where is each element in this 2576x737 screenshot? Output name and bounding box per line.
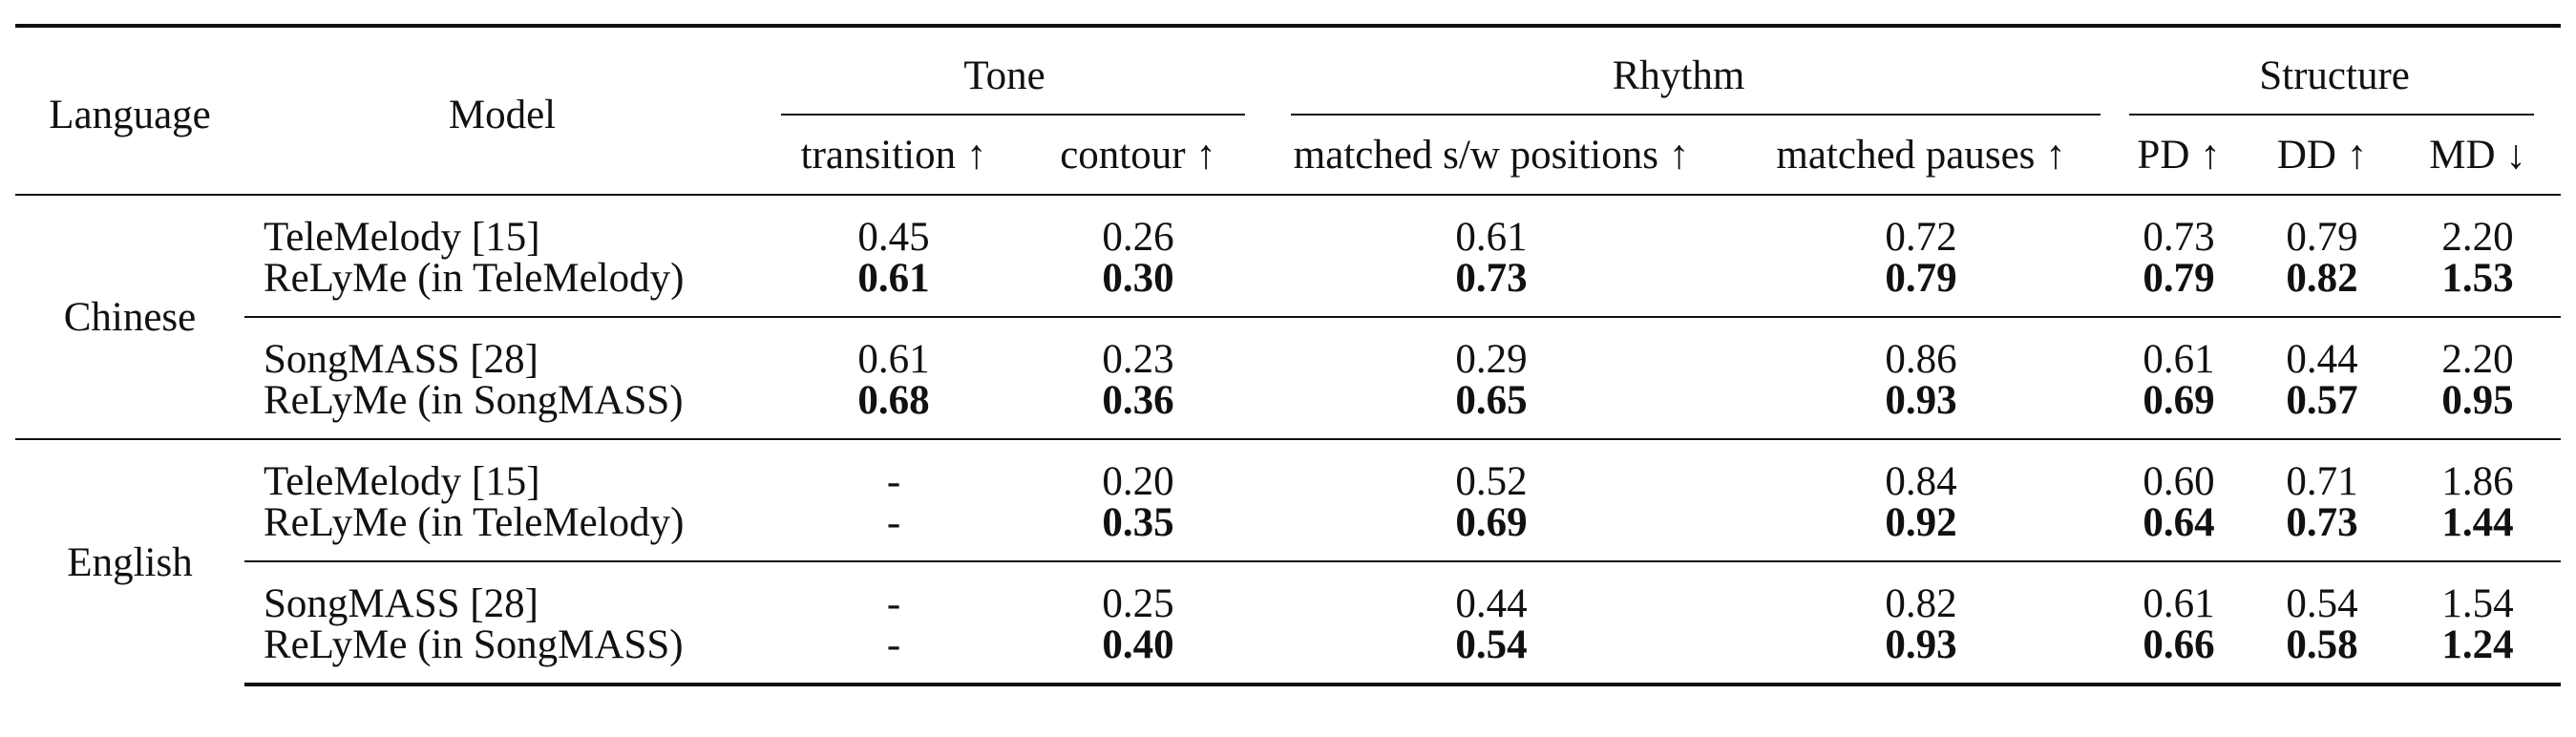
value-cell: 0.71: [2249, 438, 2396, 502]
rhythm-group-label: Rhythm: [1612, 53, 1745, 98]
rhythm-group-rule: [1291, 114, 2101, 116]
model-header: Model: [448, 92, 557, 137]
value-cell: 0.72: [1885, 215, 1957, 260]
value-cell: 0.54: [2249, 560, 2396, 624]
table-row: English TeleMelody [15] - 0.20 0.52 0.84…: [15, 438, 2562, 684]
value-cell: 0.23: [1027, 316, 1250, 380]
value-cell: 0.29: [1249, 316, 1735, 380]
header-row-columns: transition ↑ contour ↑ matched s/w posit…: [15, 116, 2562, 195]
value-cell: 0.54: [1249, 624, 1735, 686]
value-cell: 0.82: [2286, 256, 2358, 301]
value-cell: 1.86: [2395, 438, 2562, 502]
rhythm-group-header: Rhythm: [1249, 26, 2108, 116]
value-cell: 0.58: [2249, 624, 2396, 686]
value-cell: 0.44: [1249, 560, 1735, 624]
value-cell: 0.45: [857, 215, 930, 260]
structure-group-label: Structure: [2259, 53, 2410, 98]
results-table: Language Model Tone Rhythm Structure tra…: [15, 24, 2562, 686]
model-cell: ReLyMe (in TeleMelody): [264, 256, 685, 301]
value-cell: 0.79: [2286, 215, 2358, 260]
col-header-pd: PD ↑: [2137, 132, 2221, 178]
model-cell: ReLyMe (in SongMASS): [264, 378, 684, 423]
value-cell: 0.69: [1455, 500, 1528, 545]
value-cell: 0.44: [2249, 316, 2396, 380]
value-cell: 1.44: [2441, 500, 2514, 545]
col-header-contour: contour ↑: [1060, 132, 1216, 178]
value-cell: 0.61: [2108, 560, 2250, 624]
col-header-matched-pauses: matched pauses ↑: [1776, 132, 2066, 178]
header-row-groups: Language Model Tone Rhythm Structure: [15, 26, 2562, 136]
model-cell: ReLyMe (in SongMASS): [244, 624, 760, 686]
language-cell-chinese: Chinese: [63, 294, 197, 340]
value-cell: 0.86: [1734, 316, 2109, 380]
value-cell: 0.36: [1102, 378, 1174, 423]
tone-group-rule: [781, 114, 1246, 116]
value-cell: 1.24: [2395, 624, 2562, 686]
value-cell: 0.64: [2143, 500, 2215, 545]
model-cell: TeleMelody [15]: [244, 438, 760, 502]
col-header-matched-sw-positions: matched s/w positions ↑: [1293, 132, 1690, 178]
value-cell: 1.54: [2395, 560, 2562, 624]
value-cell: 0.60: [2108, 438, 2250, 502]
col-header-dd: DD ↑: [2276, 132, 2368, 178]
table-row: SongMASS [28] 0.61 0.23 0.29 0.86 0.61 0…: [15, 316, 2562, 380]
value-cell: 0.95: [2441, 378, 2514, 423]
value-cell: 1.53: [2441, 256, 2514, 301]
value-cell: 0.40: [1027, 624, 1250, 686]
value-cell: 0.93: [1734, 624, 2109, 686]
value-cell: 0.68: [857, 378, 930, 423]
results-table-container: Language Model Tone Rhythm Structure tra…: [15, 24, 2562, 686]
col-header-md: MD ↓: [2429, 132, 2526, 178]
value-cell: 0.57: [2286, 378, 2358, 423]
table-row: ReLyMe (in SongMASS) 0.68 0.36 0.65 0.93…: [15, 380, 2561, 439]
model-cell: SongMASS [28]: [244, 316, 760, 380]
value-cell: 0.20: [1027, 438, 1250, 502]
value-cell: 0.73: [2143, 215, 2215, 260]
table-row: SongMASS [28] - 0.25 0.44 0.82 0.61 0.54…: [15, 560, 2562, 624]
value-cell: 0.66: [2108, 624, 2250, 686]
value-cell: 0.61: [760, 316, 1027, 380]
value-cell: 0.82: [1734, 560, 2109, 624]
value-cell: 0.69: [2143, 378, 2215, 423]
value-cell: -: [760, 624, 1027, 686]
value-cell: 2.20: [2395, 316, 2562, 380]
col-header-transition: transition ↑: [800, 132, 987, 178]
model-cell: TeleMelody [15]: [264, 215, 540, 260]
value-cell: 0.65: [1455, 378, 1528, 423]
value-cell: 0.61: [857, 256, 930, 301]
value-cell: -: [760, 438, 1027, 502]
value-cell: 0.79: [2143, 256, 2215, 301]
model-cell: ReLyMe (in TeleMelody): [264, 500, 685, 545]
value-cell: 0.73: [1455, 256, 1528, 301]
language-header: Language: [49, 92, 211, 137]
table-row: Chinese TeleMelody [15] 0.45 0.26 0.61 0…: [15, 195, 2561, 338]
value-cell: 0.79: [1885, 256, 1957, 301]
value-cell: 0.52: [1249, 438, 1735, 502]
value-cell: 0.61: [2108, 316, 2250, 380]
value-cell: 0.35: [1102, 500, 1174, 545]
value-cell: 0.30: [1102, 256, 1174, 301]
value-cell: 0.92: [1885, 500, 1957, 545]
value-cell: 0.73: [2286, 500, 2358, 545]
structure-group-rule: [2129, 114, 2535, 116]
value-cell: 0.61: [1455, 215, 1528, 260]
value-cell: 0.93: [1885, 378, 1957, 423]
model-cell: SongMASS [28]: [244, 560, 760, 624]
tone-group-header: Tone: [760, 26, 1249, 116]
value-cell: 0.84: [1734, 438, 2109, 502]
value-cell: -: [760, 560, 1027, 624]
table-row: ReLyMe (in SongMASS) - 0.40 0.54 0.93 0.…: [15, 624, 2562, 686]
structure-group-header: Structure: [2108, 26, 2561, 116]
language-cell-english: English: [15, 438, 244, 684]
tone-group-label: Tone: [963, 53, 1045, 98]
value-cell: 0.25: [1027, 560, 1250, 624]
value-cell: 2.20: [2441, 215, 2514, 260]
value-cell: 0.26: [1102, 215, 1174, 260]
value-cell: -: [886, 500, 901, 545]
table-row: ReLyMe (in TeleMelody) - 0.35 0.69 0.92 …: [15, 502, 2561, 561]
table-row: ReLyMe (in TeleMelody) 0.61 0.30 0.73 0.…: [15, 258, 2561, 317]
